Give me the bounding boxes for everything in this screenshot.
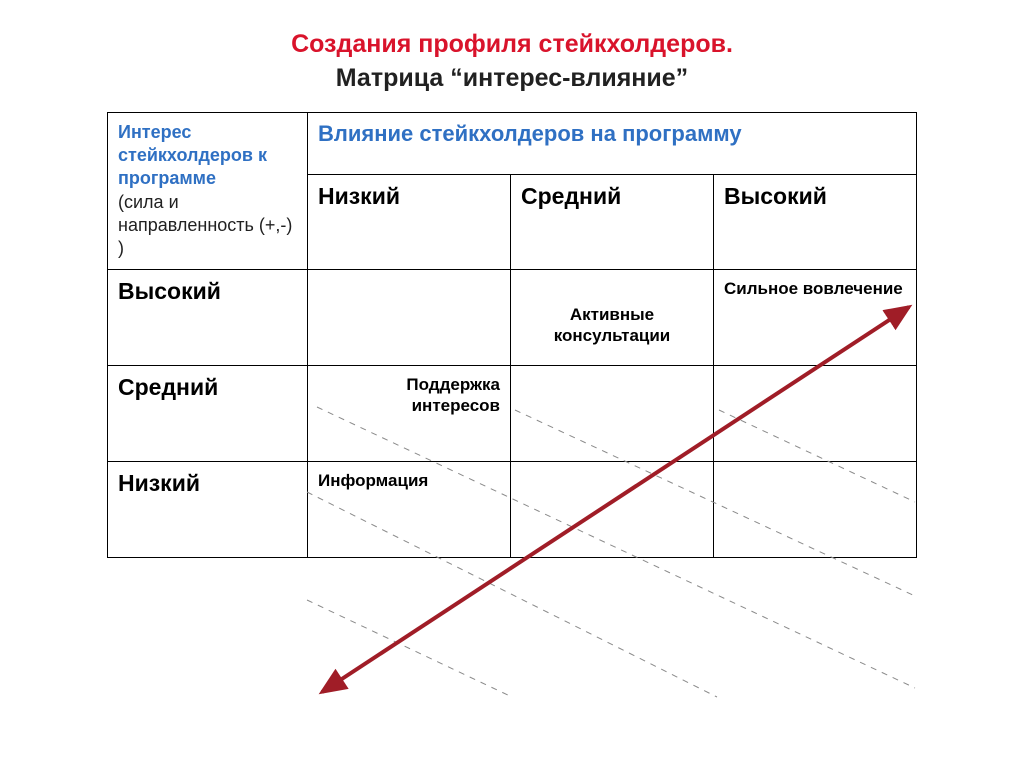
cell-label-support: Поддержка интересов: [318, 374, 500, 417]
row-header-high: Высокий: [108, 269, 308, 365]
cell-r1c0: Поддержка интересов: [308, 365, 511, 461]
row-header-medium: Средний: [108, 365, 308, 461]
cell-r2c2: [714, 461, 917, 557]
row-header-low: Низкий: [108, 461, 308, 557]
page-title: Создания профиля стейкхолдеров. Матрица …: [291, 28, 733, 96]
cell-r0c2: Сильное вовлечение: [714, 269, 917, 365]
cell-label-active-consult: Активные консультации: [521, 278, 703, 347]
dashed-boundary-1: [307, 600, 512, 697]
cell-r2c0: Информация: [308, 461, 511, 557]
influence-header: Влияние стейкхолдеров на программу: [308, 112, 917, 175]
stakeholder-matrix: Интерес стейкхолдеров к программе (сила …: [107, 112, 917, 558]
matrix-container: Интерес стейкхолдеров к программе (сила …: [107, 112, 917, 558]
cell-label-info: Информация: [318, 470, 500, 491]
title-line-1: Создания профиля стейкхолдеров.: [291, 28, 733, 62]
corner-label-sub: (сила и направленность (+,-) ): [118, 192, 292, 259]
title-line-2: Матрица “интерес-влияние”: [291, 62, 733, 96]
corner-header: Интерес стейкхолдеров к программе (сила …: [108, 112, 308, 269]
cell-r2c1: [511, 461, 714, 557]
cell-r0c1: Активные консультации: [511, 269, 714, 365]
cell-r1c2: [714, 365, 917, 461]
col-header-high: Высокий: [714, 175, 917, 269]
col-header-medium: Средний: [511, 175, 714, 269]
cell-r1c1: [511, 365, 714, 461]
corner-label-main: Интерес стейкхолдеров к программе: [118, 122, 267, 189]
cell-r0c0: [308, 269, 511, 365]
col-header-low: Низкий: [308, 175, 511, 269]
cell-label-strong-involve: Сильное вовлечение: [724, 278, 906, 299]
